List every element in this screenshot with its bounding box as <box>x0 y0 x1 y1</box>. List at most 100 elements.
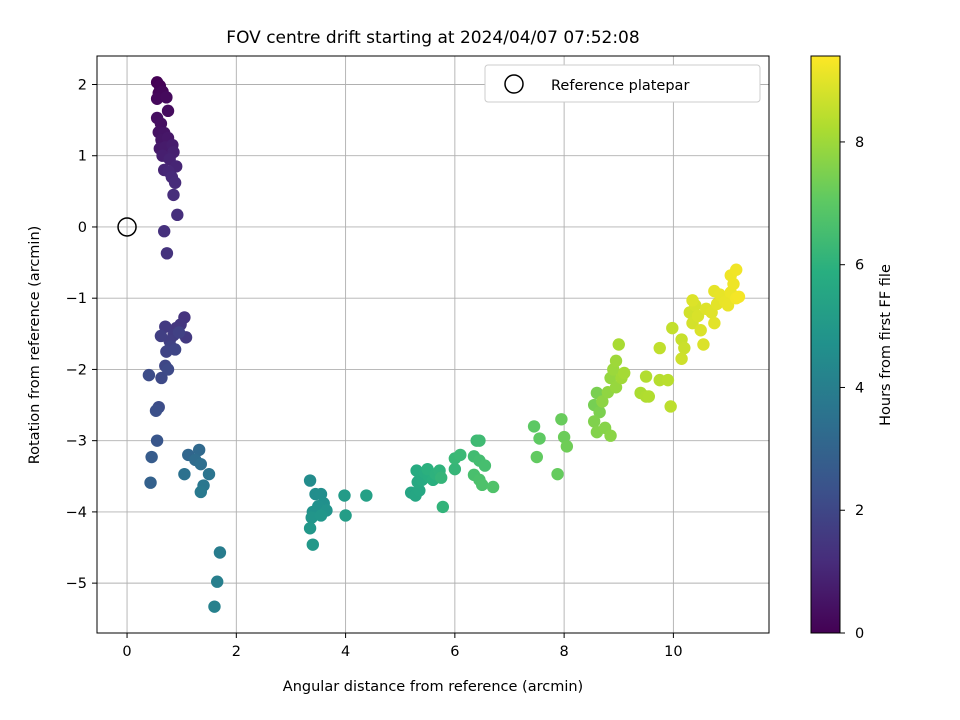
y-tick-label: −5 <box>66 576 87 592</box>
y-axis-label: Rotation from reference (arcmin) <box>27 226 43 465</box>
data-point <box>172 326 186 339</box>
data-point <box>691 309 705 323</box>
colorbar: 0 2 4 6 8 Hours from first FF file <box>810 55 894 642</box>
data-point <box>168 343 182 356</box>
y-tick-label: −2 <box>66 362 87 378</box>
colorbar-tick-label: 6 <box>855 258 864 274</box>
data-point <box>639 370 653 383</box>
plot-frame <box>96 55 770 634</box>
data-point <box>587 415 601 428</box>
data-point <box>448 462 462 476</box>
data-point <box>167 188 180 202</box>
data-point <box>142 368 156 382</box>
colorbar-tick-label: 0 <box>855 626 864 642</box>
data-point <box>150 92 164 105</box>
y-tick-label: 0 <box>78 220 87 236</box>
data-point <box>194 485 208 499</box>
y-tick-label: −3 <box>66 434 87 450</box>
legend-box <box>484 64 761 103</box>
data-point <box>666 321 679 335</box>
data-point <box>609 354 623 368</box>
data-point <box>161 104 175 118</box>
data-point <box>303 474 317 487</box>
legend-reference-marker <box>504 74 524 94</box>
data-point <box>144 476 157 489</box>
data-point <box>160 91 173 104</box>
y-axis-ticks: −5 −4 −3 −2 −1 0 1 2 <box>66 77 97 592</box>
data-point <box>642 390 656 403</box>
data-point <box>154 329 168 343</box>
data-point <box>159 320 172 333</box>
data-point <box>527 420 541 433</box>
data-point <box>314 509 328 522</box>
data-point <box>593 405 606 419</box>
colorbar-tick-label: 4 <box>855 380 864 396</box>
data-point <box>306 538 320 551</box>
data-point <box>618 366 631 380</box>
data-point <box>338 489 351 502</box>
data-point <box>168 176 182 189</box>
data-point <box>178 467 191 481</box>
x-tick-label: 6 <box>450 644 459 660</box>
y-tick-label: −1 <box>66 291 87 307</box>
data-point <box>475 478 489 492</box>
data-point <box>612 338 625 351</box>
data-point <box>555 413 568 426</box>
data-point <box>161 363 175 376</box>
data-point <box>533 432 546 445</box>
data-point <box>339 509 352 522</box>
y-tick-label: 2 <box>78 77 87 93</box>
data-point <box>155 371 168 385</box>
x-axis-label: Angular distance from reference (arcmin) <box>283 679 583 695</box>
data-point <box>454 448 467 462</box>
legend: Reference platepar <box>484 64 761 103</box>
data-point <box>145 450 158 464</box>
data-point <box>686 294 699 307</box>
data-point <box>473 434 486 447</box>
x-axis-ticks: 0 2 4 6 8 10 <box>122 633 683 660</box>
data-point <box>160 247 174 260</box>
reference-marker <box>117 217 137 237</box>
data-point <box>208 600 221 613</box>
data-point <box>551 467 564 481</box>
data-point <box>664 400 677 413</box>
colorbar-tick-label: 8 <box>855 135 864 151</box>
data-point <box>675 352 688 365</box>
colorbar-ticks: 0 2 4 6 8 <box>840 135 864 642</box>
data-point <box>694 324 707 337</box>
data-points <box>142 76 746 613</box>
data-point <box>150 434 164 447</box>
data-point <box>478 459 492 472</box>
data-point <box>730 263 743 276</box>
chart-title: FOV centre drift starting at 2024/04/07 … <box>226 28 639 48</box>
grid-lines <box>97 56 769 633</box>
data-point <box>697 338 710 351</box>
data-point <box>436 500 450 514</box>
data-point <box>653 341 666 355</box>
data-point <box>305 511 318 524</box>
data-point <box>609 381 623 394</box>
y-tick-label: 1 <box>78 149 87 165</box>
data-point <box>192 443 206 457</box>
data-point <box>596 395 609 408</box>
data-point <box>210 575 224 588</box>
data-point <box>721 299 735 312</box>
data-point <box>149 404 163 417</box>
data-point <box>732 290 746 303</box>
x-tick-label: 8 <box>560 644 569 660</box>
data-point <box>303 522 317 535</box>
y-tick-label: −4 <box>66 505 87 521</box>
data-point <box>213 546 227 559</box>
data-point <box>708 316 721 330</box>
legend-label: Reference platepar <box>551 78 689 94</box>
colorbar-tick-label: 2 <box>855 503 864 519</box>
data-point <box>486 480 500 494</box>
x-tick-label: 10 <box>664 644 682 660</box>
data-point <box>678 341 691 355</box>
data-point <box>202 467 216 481</box>
data-point <box>661 373 675 387</box>
x-tick-label: 2 <box>232 644 241 660</box>
data-point <box>434 471 448 484</box>
data-point <box>560 440 574 453</box>
